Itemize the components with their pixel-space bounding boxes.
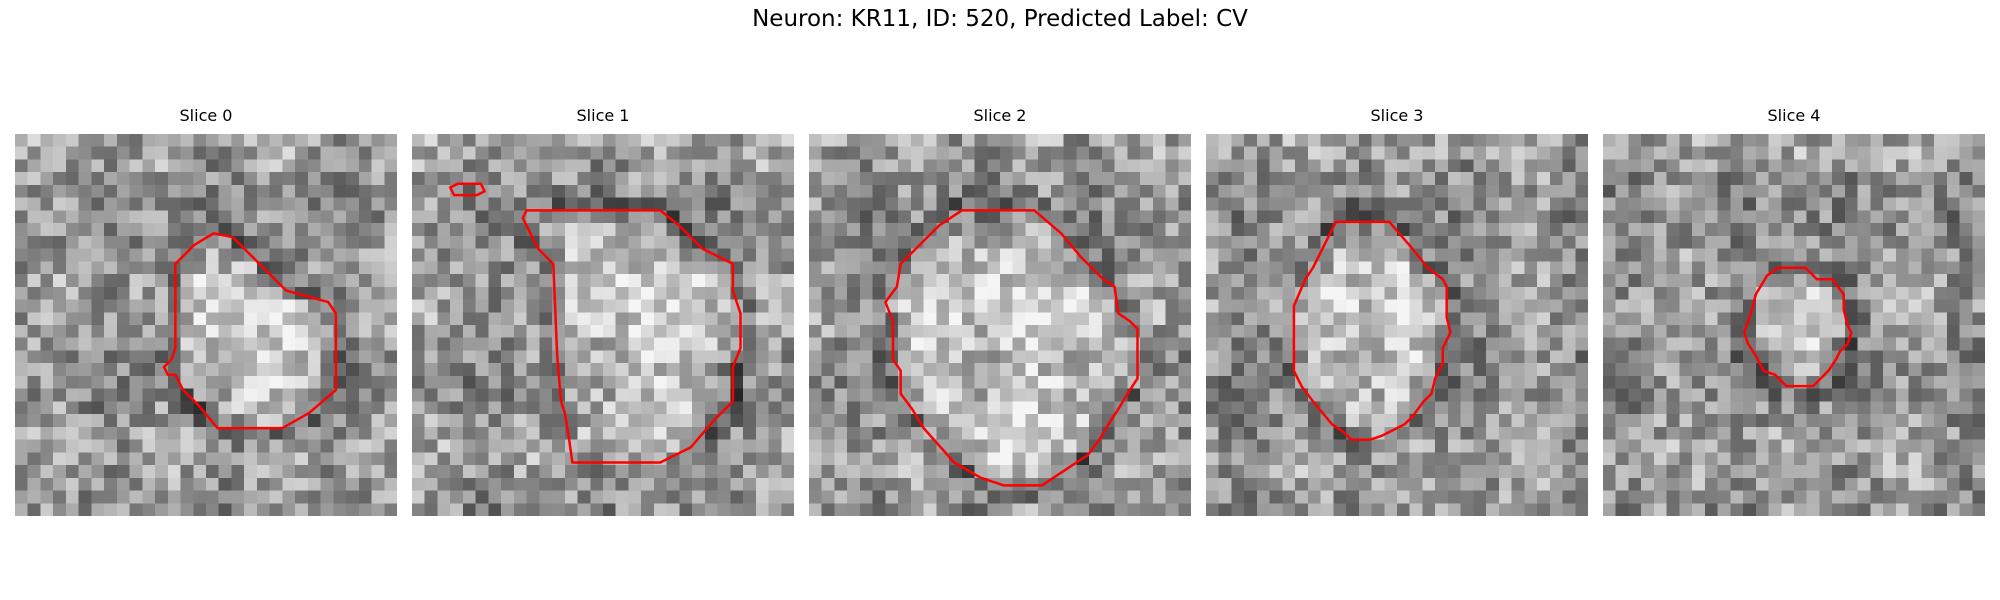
secondary-contour bbox=[448, 182, 486, 197]
slice-panel-1: Slice 1 bbox=[412, 106, 794, 516]
slice-panel-4: Slice 4 bbox=[1603, 106, 1985, 516]
slice-title: Slice 1 bbox=[576, 106, 630, 125]
segmentation-contour bbox=[1292, 220, 1452, 441]
slice-title: Slice 2 bbox=[973, 106, 1027, 125]
slice-panel-3: Slice 3 bbox=[1206, 106, 1588, 516]
contour-overlay bbox=[448, 182, 742, 464]
grayscale-image bbox=[412, 134, 794, 516]
contour-overlay bbox=[1743, 266, 1853, 388]
contour-overlay bbox=[1292, 220, 1452, 441]
grayscale-image bbox=[1603, 134, 1985, 516]
figure-title: Neuron: KR11, ID: 520, Predicted Label: … bbox=[752, 6, 1248, 32]
segmentation-contour bbox=[1743, 266, 1853, 388]
slice-title: Slice 3 bbox=[1370, 106, 1424, 125]
slice-panel-0: Slice 0 bbox=[15, 106, 397, 516]
grayscale-image bbox=[809, 134, 1191, 516]
grayscale-image bbox=[15, 134, 397, 516]
segmentation-contour bbox=[162, 232, 338, 430]
segmentation-contour bbox=[884, 209, 1139, 487]
contour-overlay bbox=[884, 209, 1139, 487]
slice-title: Slice 0 bbox=[179, 106, 233, 125]
slice-panel-2: Slice 2 bbox=[809, 106, 1191, 516]
contour-overlay bbox=[162, 232, 338, 430]
grayscale-image bbox=[1206, 134, 1588, 516]
segmentation-contour bbox=[521, 209, 742, 464]
slice-title: Slice 4 bbox=[1767, 106, 1821, 125]
